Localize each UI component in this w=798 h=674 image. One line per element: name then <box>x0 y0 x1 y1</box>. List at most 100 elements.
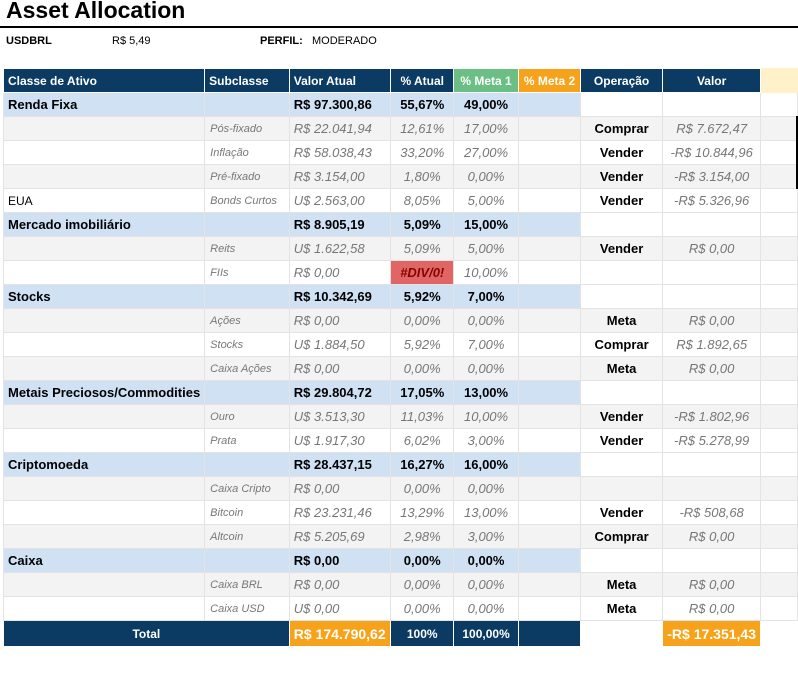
subclass-name[interactable]: Ações <box>204 308 290 333</box>
col-header-meta1[interactable]: % Meta 1 <box>453 68 519 93</box>
subclass-name[interactable]: FIIs <box>204 260 290 285</box>
meta1-cell[interactable]: 3,00% <box>453 524 519 549</box>
amount-cell[interactable]: R$ 7.672,47 <box>661 116 762 141</box>
asset-class-name[interactable]: Renda Fixa <box>2 92 206 117</box>
asset-class-name[interactable] <box>2 596 206 621</box>
current-pct-cell[interactable]: 12,61% <box>390 116 455 141</box>
current-value-cell[interactable]: R$ 5.205,69 <box>288 524 392 549</box>
meta1-cell[interactable]: 0,00% <box>453 596 519 621</box>
current-pct-cell[interactable]: 0,00% <box>390 596 455 621</box>
col-header-meta2[interactable]: % Meta 2 <box>517 68 582 93</box>
subclass-cell[interactable] <box>204 380 290 405</box>
meta1-cell[interactable]: 7,00% <box>453 284 519 309</box>
meta1-cell[interactable]: 3,00% <box>453 428 519 453</box>
subclass-cell[interactable] <box>204 548 290 573</box>
meta2-cell[interactable] <box>517 404 582 429</box>
asset-class-name[interactable] <box>2 524 206 549</box>
amount-cell[interactable]: R$ 0,00 <box>661 524 762 549</box>
asset-class-name[interactable] <box>2 356 206 381</box>
subclass-name[interactable]: Caixa Cripto <box>204 476 290 501</box>
subclass-name[interactable]: Caixa Ações <box>204 356 290 381</box>
meta1-cell[interactable]: 0,00% <box>453 476 519 501</box>
asset-class-name[interactable]: Metais Preciosos/Commodities <box>2 380 206 405</box>
current-value-cell[interactable]: R$ 97.300,86 <box>288 92 392 117</box>
meta2-cell[interactable] <box>517 596 582 621</box>
subclass-cell[interactable] <box>204 452 290 477</box>
current-pct-cell[interactable]: 0,00% <box>390 308 455 333</box>
col-header-class[interactable]: Classe de Ativo <box>2 68 206 93</box>
amount-cell[interactable] <box>661 380 762 405</box>
asset-class-name[interactable]: Stocks <box>2 284 206 309</box>
current-pct-cell[interactable]: 8,05% <box>390 188 455 213</box>
current-pct-cell[interactable]: 0,00% <box>390 356 455 381</box>
current-value-cell[interactable]: R$ 29.804,72 <box>288 380 392 405</box>
subclass-name[interactable]: Reits <box>204 236 290 261</box>
current-value-cell[interactable]: U$ 1.917,30 <box>288 428 392 453</box>
amount-cell[interactable]: R$ 0,00 <box>661 356 762 381</box>
operation-cell[interactable]: Comprar <box>580 524 663 549</box>
meta2-cell[interactable] <box>517 308 582 333</box>
meta1-cell[interactable]: 17,00% <box>453 116 519 141</box>
meta1-cell[interactable]: 5,00% <box>453 188 519 213</box>
current-pct-cell[interactable]: 5,09% <box>390 212 455 237</box>
operation-cell[interactable] <box>580 452 663 477</box>
current-pct-cell[interactable]: 16,27% <box>390 452 455 477</box>
currency-rate-value[interactable]: R$ 5,49 <box>112 35 151 47</box>
meta1-cell[interactable]: 0,00% <box>453 572 519 597</box>
operation-cell[interactable]: Comprar <box>580 116 663 141</box>
amount-cell[interactable] <box>661 260 762 285</box>
amount-cell[interactable] <box>661 92 762 117</box>
amount-cell[interactable]: R$ 0,00 <box>661 572 762 597</box>
subclass-name[interactable]: Caixa BRL <box>204 572 290 597</box>
amount-cell[interactable] <box>661 212 762 237</box>
amount-cell[interactable]: R$ 0,00 <box>661 596 762 621</box>
total-meta1[interactable]: 100,00% <box>453 620 519 647</box>
meta2-cell[interactable] <box>517 548 582 573</box>
current-pct-cell[interactable]: 1,80% <box>390 164 455 189</box>
amount-cell[interactable]: R$ 0,00 <box>661 308 762 333</box>
current-pct-cell[interactable]: 5,92% <box>390 284 455 309</box>
meta1-cell[interactable]: 0,00% <box>453 356 519 381</box>
operation-cell[interactable] <box>580 92 663 117</box>
meta1-cell[interactable]: 13,00% <box>453 500 519 525</box>
subclass-name[interactable]: Pós-fixado <box>204 116 290 141</box>
amount-cell[interactable] <box>661 548 762 573</box>
total-meta2[interactable] <box>517 620 582 647</box>
current-value-cell[interactable]: R$ 0,00 <box>288 308 392 333</box>
asset-class-name[interactable] <box>2 476 206 501</box>
meta2-cell[interactable] <box>517 452 582 477</box>
amount-cell[interactable] <box>661 452 762 477</box>
meta2-cell[interactable] <box>517 260 582 285</box>
operation-cell[interactable]: Vender <box>580 140 663 165</box>
amount-cell[interactable] <box>661 476 762 501</box>
subclass-name[interactable]: Bitcoin <box>204 500 290 525</box>
meta2-cell[interactable] <box>517 332 582 357</box>
meta1-cell[interactable]: 5,00% <box>453 236 519 261</box>
amount-cell[interactable]: -R$ 5.326,96 <box>661 188 762 213</box>
asset-class-name[interactable] <box>2 428 206 453</box>
subclass-cell[interactable] <box>204 92 290 117</box>
operation-cell[interactable]: Meta <box>580 356 663 381</box>
meta2-cell[interactable] <box>517 476 582 501</box>
current-pct-cell[interactable]: 6,02% <box>390 428 455 453</box>
subclass-cell[interactable] <box>204 212 290 237</box>
total-pct[interactable]: 100% <box>390 620 455 647</box>
operation-cell[interactable]: Comprar <box>580 332 663 357</box>
current-value-cell[interactable]: R$ 10.342,69 <box>288 284 392 309</box>
current-value-cell[interactable]: R$ 0,00 <box>288 548 392 573</box>
meta2-cell[interactable] <box>517 524 582 549</box>
col-header-operation[interactable]: Operação <box>580 68 663 93</box>
asset-class-name[interactable] <box>2 500 206 525</box>
meta2-cell[interactable] <box>517 356 582 381</box>
current-pct-cell[interactable]: 0,00% <box>390 548 455 573</box>
total-amount[interactable]: -R$ 17.351,43 <box>661 620 762 647</box>
asset-class-name[interactable] <box>2 140 206 165</box>
col-header-amount[interactable]: Valor <box>661 68 762 93</box>
amount-cell[interactable]: -R$ 508,68 <box>661 500 762 525</box>
current-pct-cell[interactable]: 13,29% <box>390 500 455 525</box>
meta1-cell[interactable]: 10,00% <box>453 260 519 285</box>
current-pct-cell[interactable]: 55,67% <box>390 92 455 117</box>
amount-cell[interactable]: -R$ 5.278,99 <box>661 428 762 453</box>
meta1-cell[interactable]: 16,00% <box>453 452 519 477</box>
profile-value[interactable]: MODERADO <box>312 35 377 47</box>
